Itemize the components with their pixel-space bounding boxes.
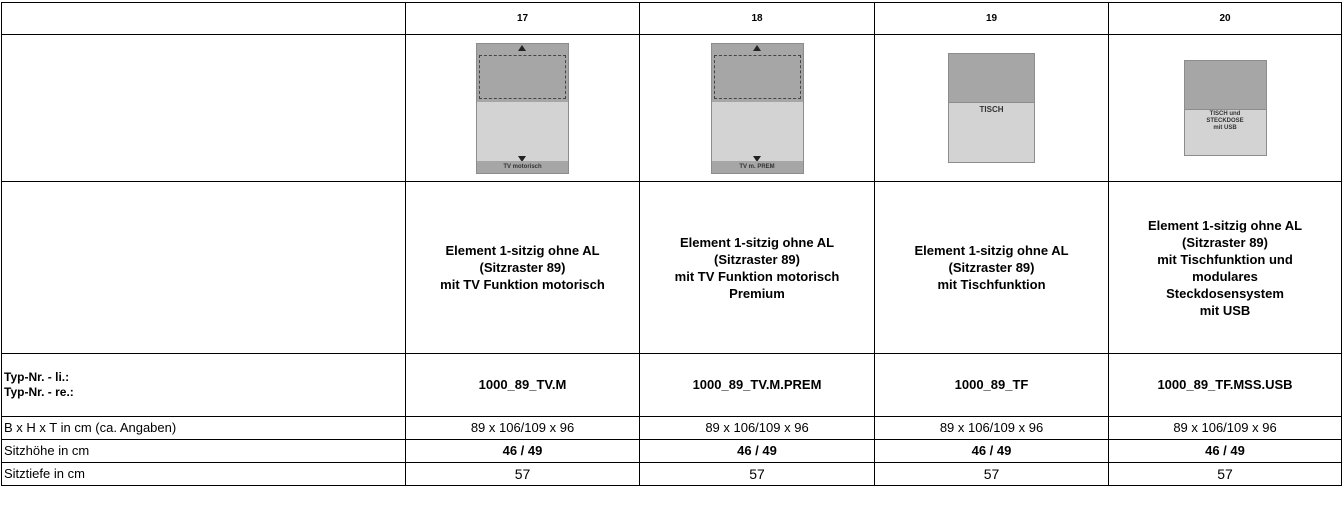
column-number: 18 — [639, 2, 875, 35]
diagram-cell: TISCH und STECKDOSE mit USB — [1108, 34, 1342, 182]
type-number-cell: 1000_89_TF.MSS.USB — [1108, 353, 1342, 417]
dimensions-label: B x H x T in cm (ca. Angaben) — [1, 416, 406, 440]
seat-depth-cell: 57 — [405, 462, 640, 486]
diagram-cell: TV motorisch — [405, 34, 640, 182]
description-cell: Element 1-sitzig ohne AL (Sitzraster 89)… — [1108, 181, 1342, 354]
type-number-row: Typ-Nr. - li.: Typ-Nr. - re.: 1000_89_TV… — [1, 353, 1342, 417]
dimensions-cell: 89 x 106/109 x 96 — [1108, 416, 1342, 440]
diagram-label: TISCH — [979, 105, 1004, 114]
diagram-label: TV m. PREM — [711, 160, 803, 173]
column-number: 19 — [874, 2, 1109, 35]
diagram-label: TISCH und STECKDOSE mit USB — [1206, 111, 1244, 131]
header-empty-cell — [1, 2, 406, 35]
seat-height-cell: 46 / 49 — [1108, 439, 1342, 463]
dimensions-cell: 89 x 106/109 x 96 — [405, 416, 640, 440]
description-cell: Element 1-sitzig ohne AL (Sitzraster 89)… — [405, 181, 640, 354]
description-empty-cell — [1, 181, 406, 354]
seat-depth-cell: 57 — [1108, 462, 1342, 486]
dimensions-cell: 89 x 106/109 x 96 — [874, 416, 1109, 440]
header-row: 17 18 19 20 — [1, 2, 1342, 35]
diagram-cell: TV m. PREM — [639, 34, 875, 182]
seat-depth-label: Sitztiefe in cm — [1, 462, 406, 486]
type-number-label: Typ-Nr. - li.: Typ-Nr. - re.: — [1, 353, 406, 417]
diagram-row: TV motorisch TV m. PREM TISCH TISCH und — [1, 34, 1342, 182]
tv-premium-diagram: TV m. PREM — [710, 42, 804, 174]
dimensions-cell: 89 x 106/109 x 96 — [639, 416, 875, 440]
tv-screen-outline — [713, 54, 801, 99]
dimensions-row: B x H x T in cm (ca. Angaben) 89 x 106/1… — [1, 416, 1342, 440]
description-cell: Element 1-sitzig ohne AL (Sitzraster 89)… — [874, 181, 1109, 354]
type-number-cell: 1000_89_TV.M.PREM — [639, 353, 875, 417]
type-number-cell: 1000_89_TV.M — [405, 353, 640, 417]
seat-depth-row: Sitztiefe in cm 57 57 57 57 — [1, 462, 1342, 486]
diagram-empty-cell — [1, 34, 406, 182]
arrow-up-icon — [752, 44, 761, 51]
column-number: 20 — [1108, 2, 1342, 35]
seat-height-row: Sitzhöhe in cm 46 / 49 46 / 49 46 / 49 4… — [1, 439, 1342, 463]
seat-depth-cell: 57 — [639, 462, 875, 486]
type-number-cell: 1000_89_TF — [874, 353, 1109, 417]
description-row: Element 1-sitzig ohne AL (Sitzraster 89)… — [1, 181, 1342, 354]
arrow-up-icon — [518, 44, 526, 51]
diagram-label: TV motorisch — [477, 160, 568, 173]
tv-screen-outline — [479, 54, 566, 99]
diagram-cell: TISCH — [874, 34, 1109, 182]
table-diagram: TISCH — [948, 53, 1035, 163]
arrow-down-icon — [752, 155, 761, 162]
seat-depth-cell: 57 — [874, 462, 1109, 486]
tv-motor-diagram: TV motorisch — [476, 42, 569, 174]
seat-height-label: Sitzhöhe in cm — [1, 439, 406, 463]
spec-table: 17 18 19 20 TV motorisch TV m. PREM — [1, 2, 1342, 486]
table-socket-diagram: TISCH und STECKDOSE mit USB — [1183, 60, 1267, 156]
seat-height-cell: 46 / 49 — [874, 439, 1109, 463]
column-number: 17 — [405, 2, 640, 35]
arrow-down-icon — [518, 155, 526, 162]
seat-height-cell: 46 / 49 — [405, 439, 640, 463]
description-cell: Element 1-sitzig ohne AL (Sitzraster 89)… — [639, 181, 875, 354]
seat-height-cell: 46 / 49 — [639, 439, 875, 463]
